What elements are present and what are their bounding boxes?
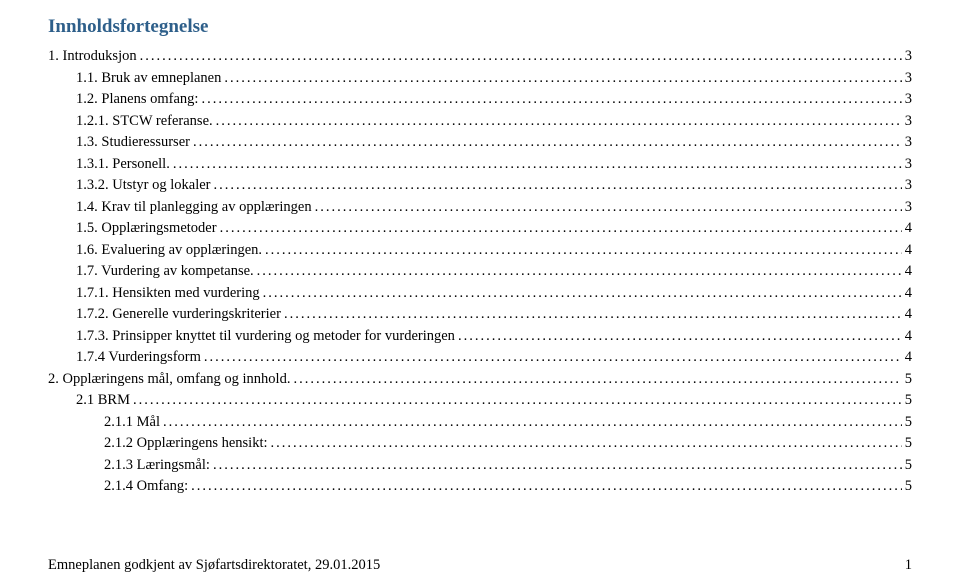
toc-leader-dots [163,414,902,431]
toc-entry-page: 3 [905,156,912,173]
toc-entry-page: 5 [905,457,912,474]
toc-entry-page: 3 [905,113,912,130]
footer: Emneplanen godkjent av Sjøfartsdirektora… [48,557,912,574]
toc-entry: 2.1 BRM 5 [48,392,912,409]
toc-entry: 1.7. Vurdering av kompetanse. 4 [48,263,912,280]
toc-entry-page: 4 [905,306,912,323]
toc-entry: 2.1.4 Omfang: 5 [48,478,912,495]
toc-entry-page: 5 [905,392,912,409]
toc-entry-page: 5 [905,478,912,495]
toc-leader-dots [315,199,902,216]
toc-entry: 1.3.2. Utstyr og lokaler 3 [48,177,912,194]
toc-entry-page: 4 [905,285,912,302]
toc-entry-label: 2. Opplæringens mål, omfang og innhold. [48,371,290,388]
toc-entry-page: 5 [905,371,912,388]
toc-entry: 1.7.4 Vurderingsform 4 [48,349,912,366]
toc-leader-dots [140,48,902,65]
toc-entry: 1.3. Studieressurser 3 [48,134,912,151]
toc-entry-page: 5 [905,414,912,431]
toc-entry-label: 2.1.4 Omfang: [104,478,188,495]
toc-entry-label: 1. Introduksjon [48,48,137,65]
toc-leader-dots [271,435,902,452]
toc-entry-label: 1.1. Bruk av emneplanen [76,70,221,87]
toc-entry-page: 4 [905,263,912,280]
toc-entry-label: 1.3.2. Utstyr og lokaler [76,177,211,194]
toc-entry-label: 2.1 BRM [76,392,130,409]
toc-entry-label: 1.3.1. Personell. [76,156,170,173]
toc-entry-label: 2.1.2 Opplæringens hensikt: [104,435,268,452]
toc-leader-dots [224,70,901,87]
toc-entry: 1.4. Krav til planlegging av opplæringen… [48,199,912,216]
toc-leader-dots [458,328,902,345]
toc-entry: 2.1.1 Mål 5 [48,414,912,431]
toc-entry-label: 1.5. Opplæringsmetoder [76,220,217,237]
toc-entry-page: 3 [905,70,912,87]
toc-entry-page: 4 [905,328,912,345]
toc-entry-label: 1.6. Evaluering av opplæringen. [76,242,262,259]
toc-leader-dots [133,392,902,409]
toc-leader-dots [201,91,901,108]
toc-entry-page: 3 [905,177,912,194]
toc-entry: 2.1.2 Opplæringens hensikt: 5 [48,435,912,452]
toc-entry: 1.3.1. Personell. 3 [48,156,912,173]
toc-leader-dots [173,156,902,173]
toc-entry: 1.1. Bruk av emneplanen 3 [48,70,912,87]
toc-entry-page: 3 [905,48,912,65]
toc-entry-label: 1.7.1. Hensikten med vurdering [76,285,260,302]
toc-entry-label: 1.3. Studieressurser [76,134,190,151]
toc-entry-page: 3 [905,134,912,151]
toc-entry-label: 1.7.3. Prinsipper knyttet til vurdering … [76,328,455,345]
toc-entry-page: 4 [905,242,912,259]
toc-leader-dots [191,478,902,495]
toc-leader-dots [220,220,902,237]
toc-leader-dots [293,371,901,388]
toc-entry: 1.6. Evaluering av opplæringen. 4 [48,242,912,259]
toc-entry-label: 1.7. Vurdering av kompetanse. [76,263,254,280]
toc-entry-label: 1.7.4 Vurderingsform [76,349,201,366]
toc-leader-dots [213,457,902,474]
toc-entry: 1.5. Opplæringsmetoder 4 [48,220,912,237]
toc-leader-dots [263,285,902,302]
toc-entry-page: 3 [905,199,912,216]
toc-leader-dots [204,349,902,366]
footer-left: Emneplanen godkjent av Sjøfartsdirektora… [48,557,380,574]
toc-entry: 2.1.3 Læringsmål: 5 [48,457,912,474]
toc-entry: 1.7.3. Prinsipper knyttet til vurdering … [48,328,912,345]
toc-entry: 1.2. Planens omfang: 3 [48,91,912,108]
toc-entry-label: 1.2. Planens omfang: [76,91,198,108]
toc-entry: 1. Introduksjon 3 [48,48,912,65]
toc-leader-dots [257,263,902,280]
toc-leader-dots [216,113,902,130]
toc-entry-page: 5 [905,435,912,452]
toc-leader-dots [193,134,902,151]
footer-page-number: 1 [905,557,912,574]
toc-entry: 1.7.1. Hensikten med vurdering 4 [48,285,912,302]
toc-entry-page: 4 [905,220,912,237]
toc-leader-dots [284,306,902,323]
toc-leader-dots [265,242,902,259]
toc-entry: 2. Opplæringens mål, omfang og innhold. 5 [48,371,912,388]
toc-leader-dots [214,177,902,194]
page-title: Innholdsfortegnelse [48,16,912,38]
toc-entry: 1.7.2. Generelle vurderingskriterier 4 [48,306,912,323]
toc-entry-label: 1.2.1. STCW referanse. [76,113,213,130]
table-of-contents: 1. Introduksjon 3 1.1. Bruk av emneplanen 3… [48,48,912,495]
toc-entry-page: 4 [905,349,912,366]
toc-entry-label: 2.1.1 Mål [104,414,160,431]
toc-entry-label: 1.4. Krav til planlegging av opplæringen [76,199,312,216]
toc-entry-label: 1.7.2. Generelle vurderingskriterier [76,306,281,323]
toc-entry-page: 3 [905,91,912,108]
toc-entry-label: 2.1.3 Læringsmål: [104,457,210,474]
toc-entry: 1.2.1. STCW referanse. 3 [48,113,912,130]
